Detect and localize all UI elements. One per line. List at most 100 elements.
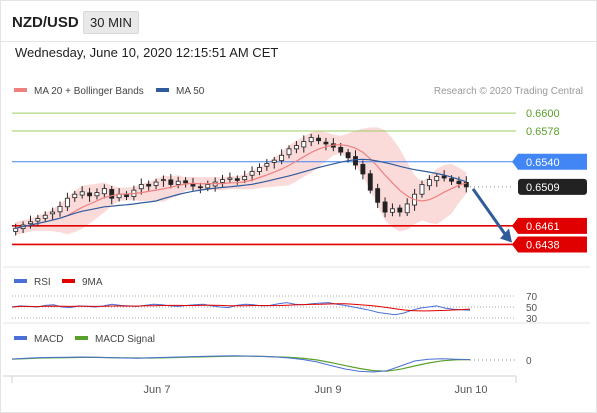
candle-body	[367, 173, 373, 191]
candle-body	[397, 207, 403, 213]
candle-body	[382, 201, 388, 213]
symbol-title: NZD/USD	[12, 14, 79, 31]
candle-body	[28, 221, 33, 225]
support-label: 0.6438	[526, 239, 560, 251]
macd-zero-label: 0	[526, 356, 532, 367]
candle-body	[205, 184, 211, 189]
ma50-legend-swatch	[156, 88, 169, 92]
forecast-arrow-shaft	[471, 188, 508, 237]
timeframe-button[interactable]: 30 MIN	[83, 11, 139, 34]
x-tick-label: Jun 9	[315, 384, 342, 396]
rsi-ma-line	[11, 303, 471, 312]
candle-body	[456, 180, 462, 185]
candle-body	[264, 163, 270, 167]
candle-body	[463, 181, 469, 188]
candle-body	[293, 145, 299, 150]
research-credit: Research © 2020 Trading Central	[434, 86, 583, 97]
candle-body	[279, 154, 285, 162]
pivot-label: 0.6540	[526, 157, 560, 169]
candle-body	[353, 156, 358, 166]
candle-body	[286, 148, 292, 156]
candle-body	[441, 175, 447, 179]
candle-body	[35, 218, 41, 222]
candle-body	[109, 189, 115, 199]
x-tick-label: Jun 10	[454, 384, 487, 396]
candle-body	[375, 188, 381, 203]
macd-signal-legend-label: MACD Signal	[95, 334, 155, 345]
ma20-legend-swatch	[14, 88, 27, 92]
candle-body	[57, 205, 63, 213]
ma20-line	[15, 144, 467, 229]
price-panel: 0.6600 0.6578 0.6540 0.6509 0.6461 0.6438	[12, 108, 587, 253]
macd-signal-line	[11, 355, 471, 372]
candle-body	[434, 175, 440, 182]
candle-body	[153, 181, 159, 186]
ma50-line	[15, 158, 467, 229]
candle-body	[242, 175, 248, 181]
macd-legend-label: MACD	[34, 334, 63, 345]
candle-body	[161, 179, 166, 182]
candle-body	[234, 178, 240, 181]
candle-body	[124, 194, 129, 198]
candle-body	[50, 211, 56, 215]
resistance-label: 0.6578	[526, 126, 560, 138]
candle-body	[257, 167, 262, 172]
candle-body	[138, 184, 144, 190]
candle-body	[249, 171, 255, 176]
candle-body	[271, 159, 277, 163]
macd-legend-swatch	[14, 336, 27, 340]
candle-body	[449, 178, 454, 182]
rsi-legend-swatch	[14, 279, 27, 283]
resistance-label: 0.6600	[526, 108, 560, 120]
candle-body	[308, 137, 314, 143]
candle-body	[190, 183, 196, 187]
ma50-legend-label: MA 50	[176, 86, 205, 97]
candle-body	[64, 197, 70, 208]
rsi-level-label: 70	[526, 292, 538, 303]
rsi-ma-legend-swatch	[62, 279, 75, 283]
candle-body	[316, 137, 321, 142]
candle-body	[390, 208, 395, 213]
rsi-ma-legend-label: 9MA	[82, 277, 103, 288]
support-label: 0.6461	[526, 221, 560, 233]
candle-body	[72, 193, 78, 199]
candle-body	[197, 186, 203, 189]
candle-body	[87, 192, 92, 197]
candle-body	[426, 179, 432, 187]
candle-body	[183, 180, 189, 184]
candle-body	[301, 141, 307, 148]
rsi-legend-label: RSI	[34, 277, 51, 288]
candle-body	[146, 183, 152, 187]
support-tag	[512, 236, 587, 253]
candle-body	[220, 179, 225, 183]
candle-body	[345, 152, 351, 159]
candle-body	[168, 179, 174, 185]
candle-body	[338, 146, 344, 153]
x-tick-label: Jun 7	[144, 384, 171, 396]
current-price-tag	[518, 178, 587, 195]
rsi-level-label: 50	[526, 303, 538, 314]
macd-line	[11, 355, 471, 373]
rsi-level-label: 30	[526, 314, 538, 325]
candle-body	[79, 191, 85, 196]
candle-body	[94, 192, 100, 197]
pivot-tag	[512, 153, 587, 170]
candle-body	[42, 214, 48, 219]
rsi-line	[11, 302, 471, 316]
chart-datetime: Wednesday, June 10, 2020 12:15:51 AM CET	[15, 45, 279, 60]
candle-body	[323, 141, 329, 145]
candle-body	[101, 188, 107, 195]
current-price-label: 0.6509	[526, 182, 560, 194]
macd-signal-legend-swatch	[75, 336, 88, 340]
support-tag	[512, 217, 587, 234]
candle-body	[13, 227, 19, 232]
candle-body	[404, 203, 410, 214]
bollinger-band	[15, 127, 467, 235]
candle-body	[227, 177, 233, 180]
forecast-arrow-head	[500, 228, 512, 243]
chart-header: NZD/USD 30 MIN	[1, 1, 596, 42]
ma20-legend-label: MA 20 + Bollinger Bands	[34, 86, 144, 97]
macd-panel: 0	[11, 355, 532, 373]
